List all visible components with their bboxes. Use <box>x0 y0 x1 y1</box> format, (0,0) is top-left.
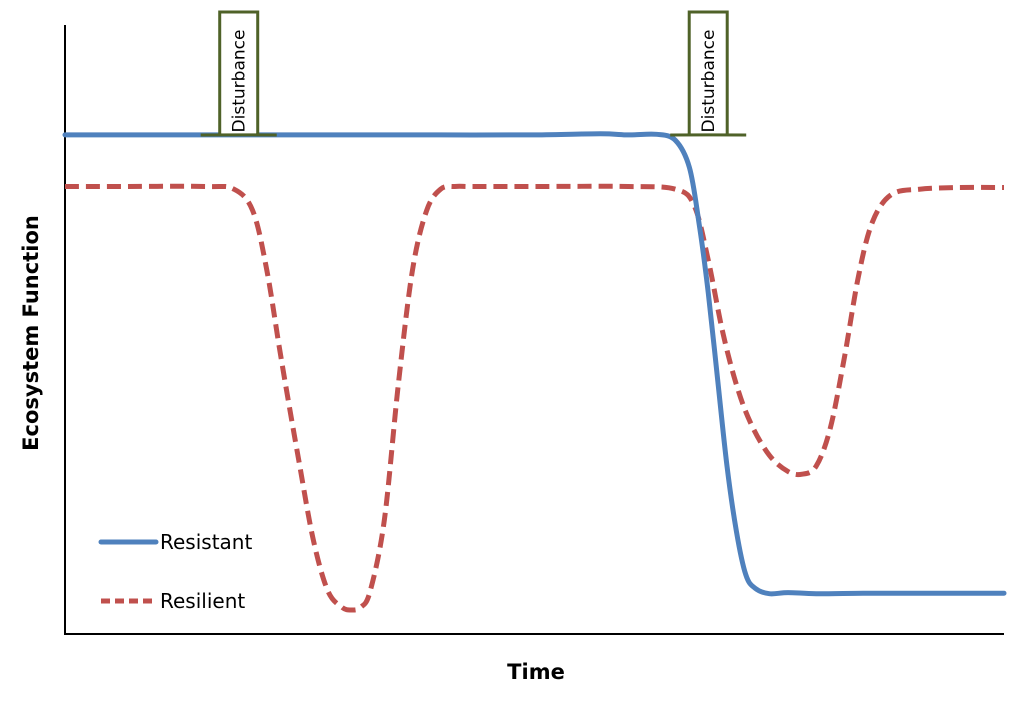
disturbance-arrow-2: Disturbance <box>670 10 747 137</box>
series-line-resilient <box>65 183 1005 613</box>
legend-item-resistant: Resistant <box>98 530 252 554</box>
y-axis-title: Ecosystem Function <box>19 215 43 451</box>
legend-label: Resistant <box>160 530 252 554</box>
x-axis-title: Time <box>507 660 565 684</box>
disturbance-arrow-1: Disturbance <box>200 10 277 137</box>
legend: Resistant Resilient <box>98 530 252 613</box>
annotation-layer: Disturbance Disturbance <box>200 10 747 137</box>
disturbance-label: Disturbance <box>230 30 250 133</box>
series-line-resistant <box>62 131 1007 597</box>
down-arrow-icon <box>670 10 747 137</box>
disturbance-label: Disturbance <box>699 30 719 133</box>
legend-item-resilient: Resilient <box>101 589 245 613</box>
axes <box>64 25 1004 635</box>
legend-label: Resilient <box>160 589 245 613</box>
down-arrow-icon <box>200 10 277 137</box>
series-layer <box>62 131 1007 613</box>
